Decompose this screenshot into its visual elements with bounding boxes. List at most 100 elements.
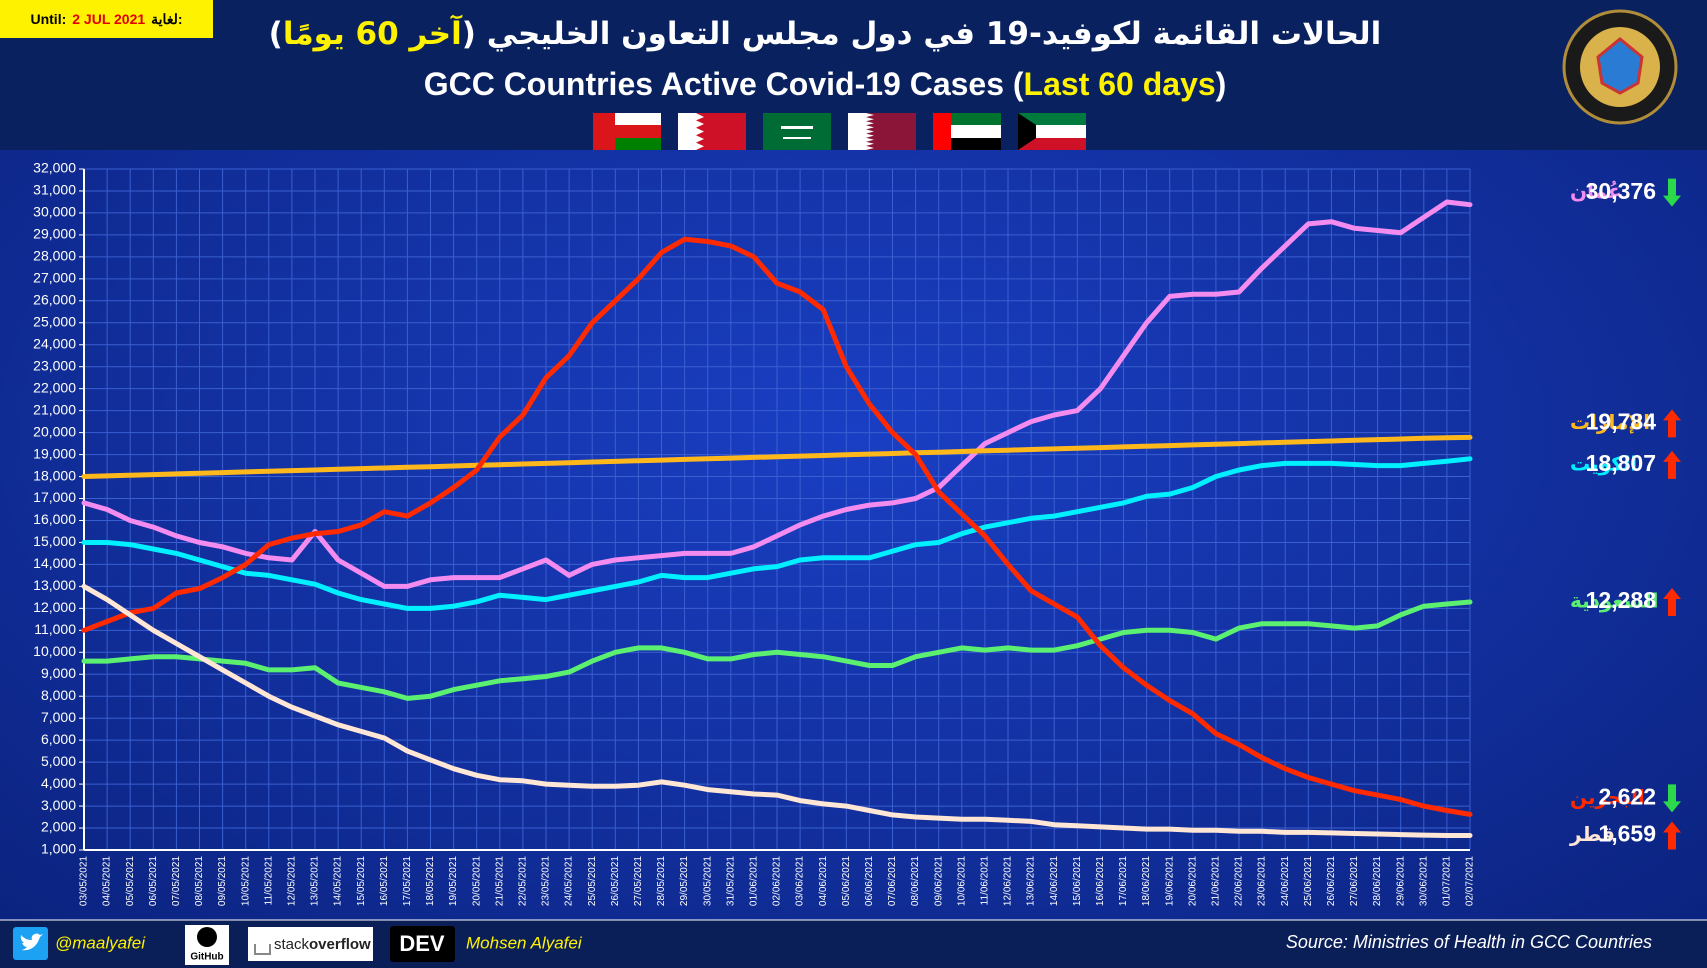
series-name: الإمارات [1570,410,1650,434]
trend-arrow [1663,588,1681,617]
value-label: 19,784 [1586,408,1657,434]
x-tick-label: 09/05/2021 [217,856,228,906]
series-line [81,456,1473,611]
x-tick-label: 07/05/2021 [171,856,182,906]
x-tick-label: 27/06/2021 [1349,856,1360,906]
dev-box [390,926,455,962]
x-tick-label: 04/06/2021 [818,856,829,906]
until-ar: لغاية: [151,10,183,27]
until-en: Until: [30,11,67,27]
y-tick-label: 22,000 [33,379,76,395]
series-line [81,434,1473,479]
y-tick-label: 20,000 [33,423,76,439]
x-tick-label: 13/05/2021 [310,856,321,906]
y-tick-label: 6,000 [41,731,76,747]
y-tick-label: 11,000 [34,621,76,637]
x-tick-label: 14/06/2021 [1049,856,1060,906]
trend-arrow [1663,784,1681,813]
x-tick-label: 27/05/2021 [633,856,644,906]
y-tick-label: 12,000 [33,599,76,615]
x-tick-label: 20/05/2021 [471,856,482,906]
x-tick-label: 16/05/2021 [379,856,390,906]
x-tick-label: 06/05/2021 [148,856,159,906]
x-tick-label: 23/05/2021 [541,856,552,906]
x-tick-label: 11/05/2021 [263,856,274,906]
series-name: قطر [1569,822,1615,846]
x-tick-label: 24/05/2021 [564,856,575,906]
x-tick-label: 19/06/2021 [1164,856,1175,906]
x-tick-label: 03/05/2021 [79,856,90,906]
y-tick-label: 32,000 [33,160,76,176]
x-tick-label: 29/06/2021 [1395,856,1406,906]
value-label: 30,376 [1586,178,1656,204]
x-tick-label: 01/06/2021 [749,856,760,906]
x-tick-label: 31/05/2021 [725,856,736,906]
x-tick-label: 19/05/2021 [448,856,459,906]
x-tick-label: 08/05/2021 [194,856,205,906]
series-name: البحرين [1570,785,1645,809]
footer-icons [13,925,455,965]
flags [593,113,1086,150]
y-tick-label: 19,000 [33,445,76,461]
x-tick-label: 03/06/2021 [795,856,806,906]
x-tick-label: 13/06/2021 [1026,856,1037,906]
x-tick-label: 17/05/2021 [402,856,413,906]
flag-oman [593,113,661,150]
title-ar-c: ) [268,16,283,52]
flag-uae [933,113,1001,150]
x-tick-label: 12/06/2021 [1003,856,1014,906]
x-tick-label: 04/05/2021 [102,856,113,906]
x-tick-label: 28/05/2021 [656,856,667,906]
y-tick-label: 8,000 [41,687,76,703]
series-name: الكويت [1570,451,1637,475]
x-tick-label: 05/06/2021 [841,856,852,906]
title-ar-hl: آخر 60 يومًا [282,16,462,52]
y-tick-label: 16,000 [33,511,76,527]
y-tick-label: 25,000 [33,313,76,329]
series-name: السعودية [1570,589,1658,613]
x-tick-label: 25/05/2021 [587,856,598,906]
x-tick-label: 02/06/2021 [772,856,783,906]
x-tick-label: 30/05/2021 [702,856,713,906]
title-en-a: GCC Countries Active Covid-19 Cases ( [423,66,1024,102]
title-ar-a: الحالات القائمة لكوفيد-19 في دول مجلس ال… [461,16,1382,52]
x-tick-label: 22/05/2021 [518,856,529,906]
x-tick-label: 07/06/2021 [887,856,898,906]
y-tick-label: 30,000 [33,204,76,220]
trend-arrow [1663,821,1681,850]
y-tick-label: 7,000 [41,709,76,725]
title-en: GCC Countries Active Covid-19 Cases (Las… [200,66,1450,103]
y-tick-label: 14,000 [33,555,76,571]
x-tick-label: 15/06/2021 [1072,856,1083,906]
y-tick-label: 27,000 [33,270,76,286]
x-tick-label: 12/05/2021 [287,856,298,906]
flag-bahrain [678,113,746,150]
x-tick-label: 22/06/2021 [1234,856,1245,906]
series-line [81,583,1473,838]
y-tick-label: 21,000 [33,401,76,417]
flag-qatar [848,113,916,150]
title-ar: الحالات القائمة لكوفيد-19 في دول مجلس ال… [200,16,1450,52]
y-tick-label: 24,000 [33,335,76,351]
x-tick-label: 28/06/2021 [1372,856,1383,906]
trend-arrow [1663,450,1681,479]
so-b: overflow [309,936,371,953]
x-tick-label: 09/06/2021 [933,856,944,906]
y-tick-label: 10,000 [33,643,76,659]
stackoverflow-box [248,927,373,961]
until-badge: Until: 2 JUL 2021 لغاية: [0,0,213,38]
y-tick-label: 18,000 [33,467,76,483]
value-label: 2,622 [1598,783,1656,809]
value-label: 18,807 [1586,450,1656,476]
y-tick-label: 31,000 [33,182,76,198]
x-tick-label: 06/06/2021 [864,856,875,906]
y-tick-label: 17,000 [33,489,76,505]
x-tick-label: 25/06/2021 [1303,856,1314,906]
x-tick-label: 26/06/2021 [1326,856,1337,906]
value-label: 12,288 [1586,587,1657,613]
github-label: GitHub [190,952,223,963]
x-tick-label: 18/05/2021 [425,856,436,906]
plot: 1,000 2,000 3,000 4,000 5,000 6,000 7,000 8,000… [33,160,1681,906]
